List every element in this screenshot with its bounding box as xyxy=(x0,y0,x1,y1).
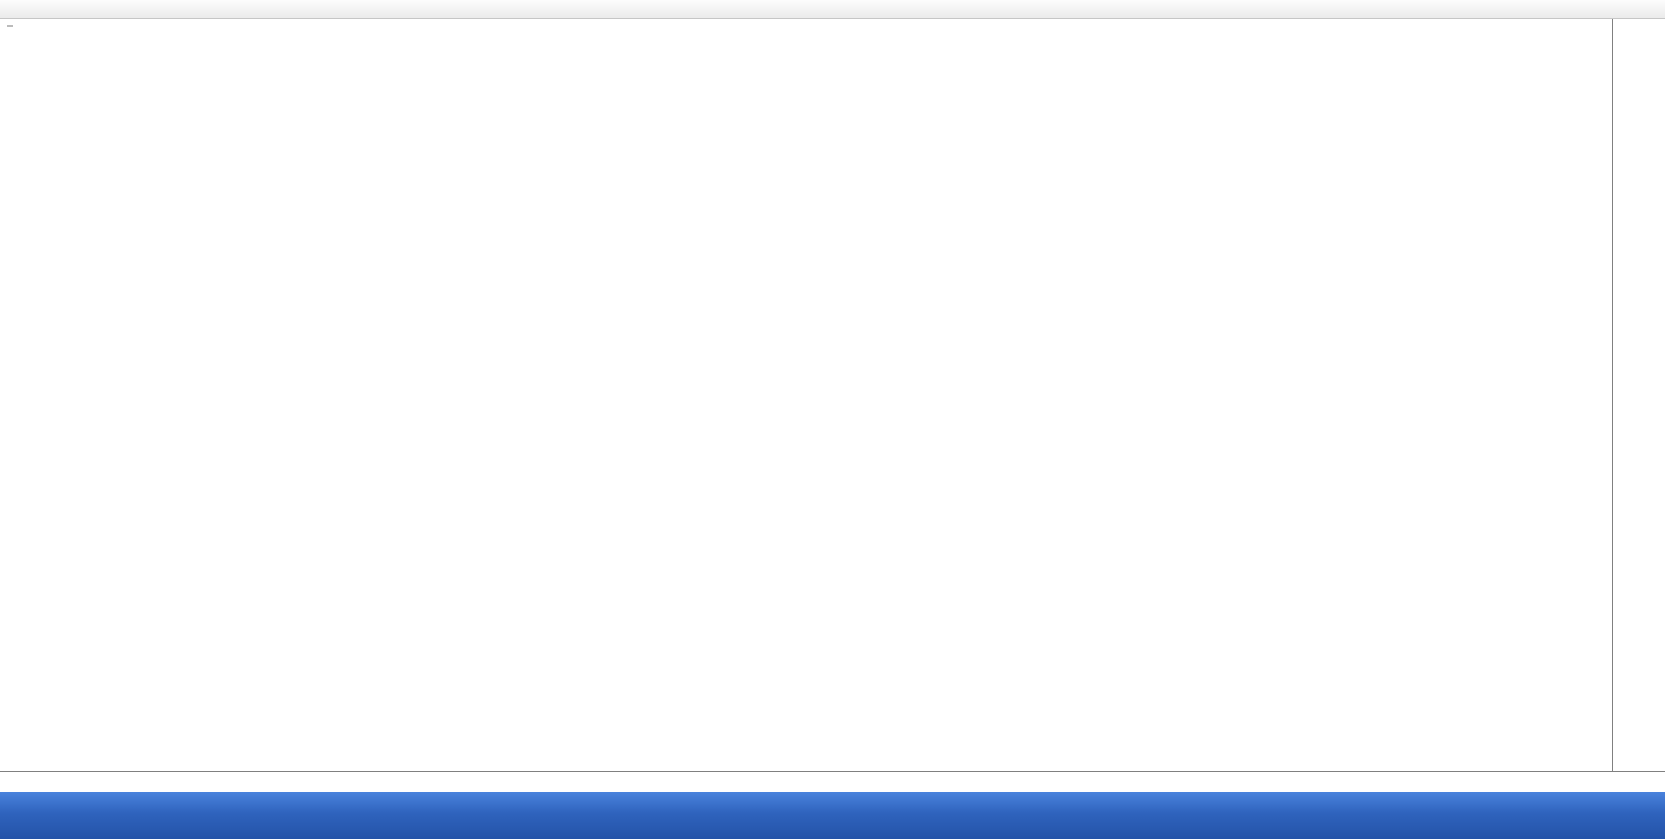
symbol-info xyxy=(7,25,27,27)
one-click-trading-toggle[interactable] xyxy=(7,25,13,27)
chart-window xyxy=(0,19,1612,771)
toolbar xyxy=(0,0,1665,19)
bottom-bar xyxy=(0,792,1665,839)
chart-canvas[interactable] xyxy=(0,19,1612,771)
time-axis[interactable] xyxy=(0,771,1665,792)
price-axis[interactable] xyxy=(1612,19,1665,771)
